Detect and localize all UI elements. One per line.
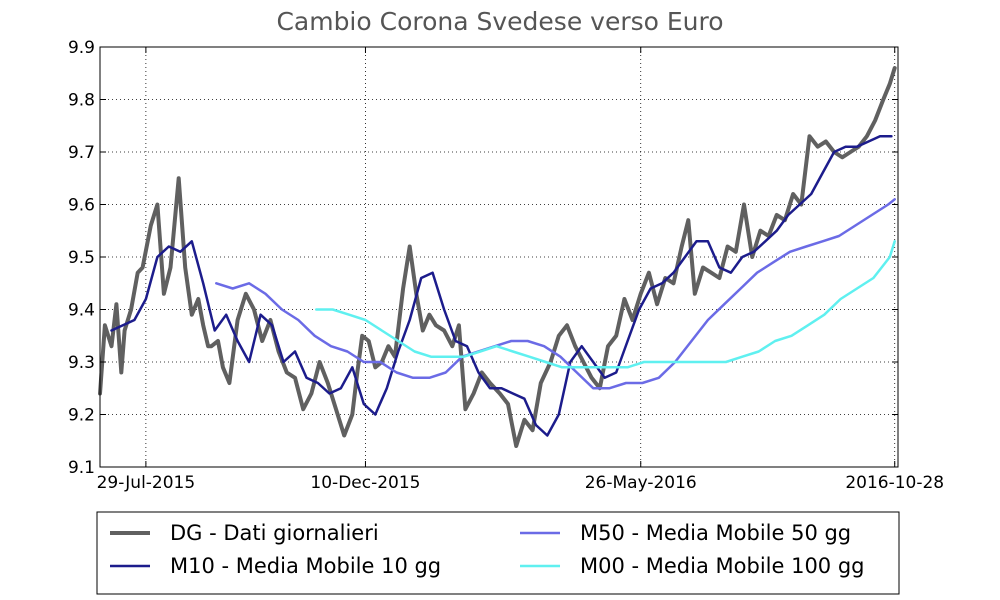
series-layer <box>98 66 897 448</box>
x-tick-label: 26-May-2016 <box>585 473 697 493</box>
legend-label-1: DG - Dati giornalieri <box>170 521 379 545</box>
y-tick-label: 9.2 <box>68 406 95 426</box>
legend-label-3: M50 - Media Mobile 50 gg <box>580 521 851 545</box>
y-tick-label: 9.5 <box>68 248 95 268</box>
series-line-2 <box>110 134 893 437</box>
y-tick-label: 9.4 <box>68 301 95 321</box>
y-tick-label: 9.3 <box>68 353 95 373</box>
x-tick-label: 2016-10-28 <box>845 473 944 493</box>
chart-title: Cambio Corona Svedese verso Euro <box>276 7 723 36</box>
series-line-3 <box>215 198 896 390</box>
grid-lines <box>100 47 898 467</box>
series-line-4 <box>315 240 896 369</box>
y-tick-label: 9.8 <box>68 91 95 111</box>
y-tick-label: 9.6 <box>68 196 95 216</box>
legend-label-2: M10 - Media Mobile 10 gg <box>170 554 441 578</box>
x-axis-ticks: 29-Jul-2015 10-Dec-2015 26-May-2016 2016-10… <box>97 47 944 493</box>
y-axis-ticks: 9.1 9.2 9.3 9.4 9.5 9.6 9.7 9.8 9.9 <box>68 38 898 478</box>
x-tick-label: 29-Jul-2015 <box>97 473 196 493</box>
x-tick-label: 10-Dec-2015 <box>310 473 420 493</box>
y-tick-label: 9.7 <box>68 143 95 163</box>
legend: DG - Dati giornalieri M10 - Media Mobile … <box>96 511 900 595</box>
legend-box <box>96 511 900 595</box>
y-tick-label: 9.1 <box>68 458 95 478</box>
y-tick-label: 9.9 <box>68 38 95 58</box>
legend-label-4: M00 - Media Mobile 100 gg <box>580 554 865 578</box>
plot-frame <box>99 46 899 468</box>
